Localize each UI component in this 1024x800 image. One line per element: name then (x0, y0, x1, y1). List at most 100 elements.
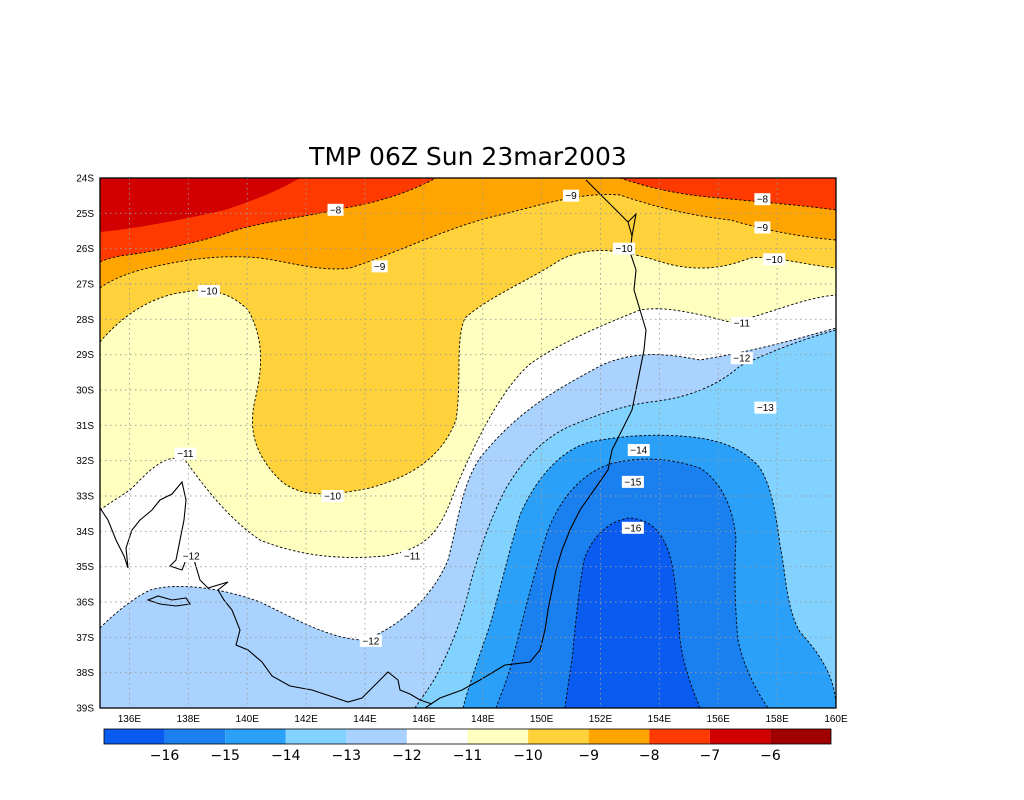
contour-label-bg (197, 285, 220, 298)
colorbar-swatch (588, 729, 650, 744)
colorbar-label: −16 (150, 748, 180, 764)
colorbar-label: −14 (271, 748, 301, 764)
contour-label: −9 (374, 262, 386, 273)
contour-label-bg (754, 193, 771, 206)
colorbar-swatch (467, 729, 529, 744)
isoline-minus8 (100, 194, 836, 289)
lon-label: 142E (294, 714, 318, 725)
colorbar-swatch (406, 729, 468, 744)
contour-label-bg (401, 550, 424, 563)
coastline (424, 179, 647, 708)
lat-label: 35S (76, 562, 94, 573)
contour-label-bg (371, 260, 388, 273)
lat-label: 34S (76, 527, 94, 538)
contour-label: −13 (757, 403, 774, 414)
coastline-south-australia (100, 480, 433, 705)
colorbar-frame (103, 728, 832, 745)
contour-label-bg (730, 316, 753, 329)
colorbar-swatch (104, 729, 165, 744)
colorbar-label: −7 (700, 748, 721, 764)
contour-label-bg (180, 550, 203, 563)
contour-label-bg (174, 447, 197, 460)
contour-label: −11 (177, 449, 194, 460)
contour-label-bg (613, 242, 636, 255)
plot-frame (99, 177, 837, 709)
lon-label: 150E (530, 714, 554, 725)
isoline-minus14 (495, 458, 769, 708)
colorbar-label: −11 (453, 748, 483, 764)
colorbar-label: −8 (639, 748, 660, 764)
contour-label: −12 (362, 636, 379, 647)
contour-label: −8 (330, 205, 342, 216)
lat-label: 27S (76, 280, 94, 291)
contour-label-bg (627, 444, 650, 457)
colorbar-label: −6 (760, 748, 781, 764)
contour-label: −8 (757, 195, 769, 206)
band-minus7 (100, 178, 836, 262)
lon-label: 144E (353, 714, 377, 725)
isoline-minus12 (414, 329, 836, 708)
lat-label: 37S (76, 633, 94, 644)
lon-label: 138E (177, 714, 201, 725)
lat-label: 25S (76, 209, 94, 220)
lat-label: 39S (76, 704, 94, 715)
lon-label: 154E (648, 714, 672, 725)
isoline-minus7-east (619, 178, 836, 211)
colorbar-label: −13 (332, 748, 362, 764)
lat-label: 32S (76, 456, 94, 467)
coastline-kangaroo-island (146, 595, 191, 607)
colorbar-swatch (285, 729, 347, 744)
lat-label: 30S (76, 386, 94, 397)
isoline-minus15 (564, 517, 701, 708)
contour-label: −11 (404, 552, 421, 563)
colorbar-swatch (528, 729, 589, 744)
lat-label: 31S (76, 421, 94, 432)
isoline-minus9 (100, 250, 836, 495)
colorbar-label: −12 (392, 748, 422, 764)
coastline-tasmania-edge (627, 212, 637, 237)
colorbar-swatch (225, 729, 286, 744)
contour-label-bg (359, 634, 382, 647)
gridlines (100, 178, 837, 708)
colorbar-swatch (770, 729, 831, 744)
colorbar-label: −15 (210, 748, 240, 764)
lon-label: 160E (824, 714, 848, 725)
lon-label: 156E (707, 714, 731, 725)
contour-label: −9 (757, 223, 769, 234)
lat-label: 26S (76, 244, 94, 255)
colorbar-swatch (346, 729, 407, 744)
colorbar-label: −9 (578, 748, 599, 764)
lon-label: 158E (765, 714, 789, 725)
contour-label: −15 (624, 477, 641, 488)
contour-label: −10 (616, 244, 633, 255)
contour-label-bg (327, 203, 344, 216)
contour-label: −10 (324, 492, 341, 503)
lat-label: 29S (76, 350, 94, 361)
contour-label-bg (621, 521, 644, 534)
lat-label: 33S (76, 492, 94, 503)
band-minus6 (100, 178, 300, 232)
contour-label-bg (321, 490, 344, 502)
longitude-labels: 136E 138E 140E 142E 144E 146E 148E 150E 152E 154E… (118, 714, 848, 725)
lon-label: 140E (236, 714, 260, 725)
colorbar-swatch (649, 729, 710, 744)
colorbar-swatch (709, 729, 771, 744)
lon-label: 148E (471, 714, 495, 725)
lon-label: 146E (412, 714, 436, 725)
contour-label: −12 (733, 354, 750, 365)
contour-label: −11 (734, 318, 751, 329)
band-minus16 (565, 518, 700, 708)
contour-label: −9 (565, 191, 577, 202)
contour-label: −14 (630, 446, 647, 457)
isoline-minus13 (462, 434, 836, 708)
contour-label: −10 (766, 255, 783, 266)
colorbar: −16 −15 −14 −13 −12 −11 −10 −9 −8 −7 −6 (103, 728, 832, 764)
lon-label: 152E (589, 714, 613, 725)
latitude-labels: 24S 25S 26S 27S 28S 29S 30S 31S 32S 33S 34S 35S 36S 3… (76, 174, 94, 715)
map-title: TMP 06Z Sun 23mar2003 (308, 142, 627, 171)
contour-label: −16 (624, 523, 641, 534)
contour-label: −10 (200, 287, 217, 298)
map-plot-area (100, 178, 836, 708)
lon-label: 136E (118, 714, 142, 725)
